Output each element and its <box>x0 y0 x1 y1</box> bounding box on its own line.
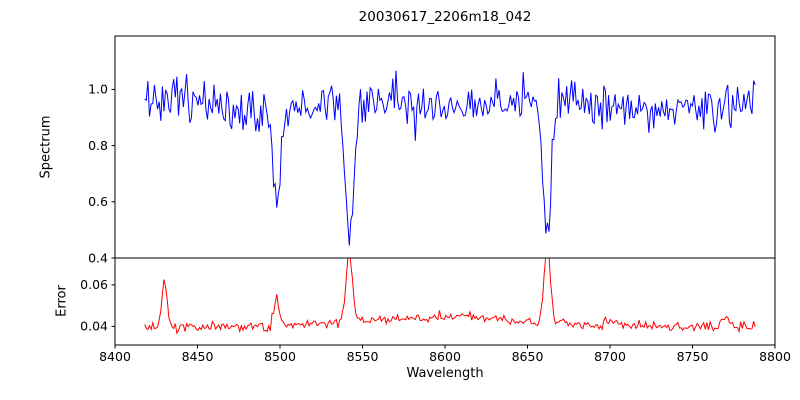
chart-title: 20030617_2206m18_042 <box>358 9 532 25</box>
spectrum-line <box>144 70 756 246</box>
x-tick-label: 8450 <box>182 349 214 364</box>
x-tick-label: 8650 <box>512 349 544 364</box>
y-tick-label: 0.8 <box>88 138 108 153</box>
y-tick-label: 0.4 <box>88 250 108 265</box>
x-tick-label: 8400 <box>99 349 131 364</box>
y-tick-label: 0.6 <box>88 194 108 209</box>
error-line <box>144 258 756 335</box>
x-axis-label: Wavelength <box>406 366 484 381</box>
y-tick-label: 1.0 <box>88 82 108 97</box>
y-tick-label: 0.06 <box>80 277 108 292</box>
x-tick-label: 8750 <box>677 349 709 364</box>
y-tick-label: 0.04 <box>80 319 108 334</box>
x-tick-label: 8700 <box>594 349 626 364</box>
x-tick-label: 8500 <box>264 349 296 364</box>
spectrum-axes-border <box>114 35 776 259</box>
x-tick-label: 8550 <box>347 349 379 364</box>
error-axes-border <box>114 257 776 346</box>
x-tick-label: 8800 <box>759 349 791 364</box>
x-tick-label: 8600 <box>429 349 461 364</box>
